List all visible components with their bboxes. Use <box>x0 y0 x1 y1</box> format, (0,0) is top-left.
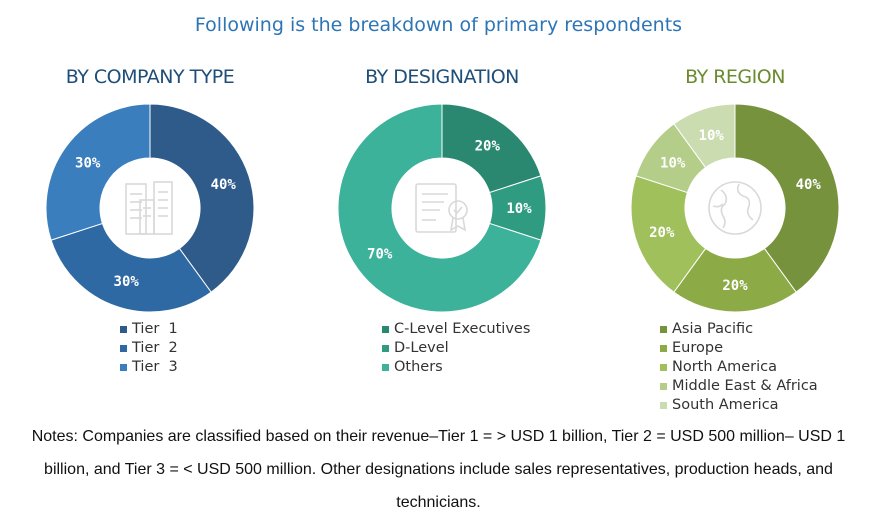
legend-label: Asia Pacific <box>672 321 754 337</box>
chart-title: BY COMPANY TYPE <box>65 66 235 88</box>
legend-item: C-Level Executives <box>382 320 530 339</box>
legend-label: Tier 1 <box>132 321 178 337</box>
legend-swatch <box>660 383 667 390</box>
legend-label: South America <box>672 397 779 413</box>
page-title: Following is the breakdown of primary re… <box>194 14 683 36</box>
legend-label: North America <box>672 359 777 375</box>
legend-item: Europe <box>660 339 818 358</box>
slice-1 <box>734 103 840 293</box>
slice-3 <box>337 103 542 313</box>
certificate-icon <box>415 183 468 233</box>
donut-chart: 40% 20% 20% 10% 10% <box>630 103 840 313</box>
legend-label: Tier 3 <box>132 359 178 375</box>
legend-label: Others <box>394 359 443 375</box>
legend-swatch <box>120 364 127 371</box>
chart-title: BY DESIGNATION <box>365 66 519 88</box>
legend-swatch <box>382 364 389 371</box>
legend-label: Middle East & Africa <box>672 378 818 394</box>
legend-label: Europe <box>672 340 723 356</box>
legend: Tier 1 Tier 2 Tier 3 <box>120 320 178 377</box>
data-label: 20% <box>475 139 501 155</box>
slice-1 <box>441 103 542 194</box>
legend-item: Asia Pacific <box>660 320 818 339</box>
legend-swatch <box>382 326 389 333</box>
donut-chart: 40% 30% 30% <box>45 103 255 313</box>
legend-swatch <box>120 326 127 333</box>
data-label: 30% <box>75 156 101 172</box>
legend-swatch <box>120 345 127 352</box>
buildings-icon <box>125 181 173 235</box>
slice-2 <box>673 247 797 313</box>
data-label: 40% <box>211 177 237 193</box>
legend-item: Tier 3 <box>120 358 178 377</box>
slice-5 <box>673 103 736 169</box>
donut-chart: 20% 10% 70% <box>337 103 547 313</box>
legend-item: North America <box>660 358 818 377</box>
chart-title: BY REGION <box>685 66 785 88</box>
legend-label: C-Level Executives <box>394 321 531 337</box>
data-label: 20% <box>722 278 748 294</box>
slice-1 <box>149 103 255 293</box>
slice-3 <box>45 103 151 241</box>
data-label: 70% <box>367 246 393 262</box>
designation-chart: BY DESIGNATION 20% 10% 70% C-Level Executi… <box>312 62 572 412</box>
legend-swatch <box>660 326 667 333</box>
data-label: 40% <box>796 177 822 193</box>
legend-item: D-Level <box>382 339 530 358</box>
slice-3 <box>630 175 707 293</box>
legend-swatch <box>382 345 389 352</box>
legend-swatch <box>660 364 667 371</box>
globe-icon <box>708 181 762 235</box>
legend-item: Tier 2 <box>120 339 178 358</box>
data-label: 20% <box>649 225 675 241</box>
legend-item: Tier 1 <box>120 320 178 339</box>
legend-item: Others <box>382 358 530 377</box>
legend-label: D-Level <box>394 340 449 356</box>
data-label: 30% <box>114 274 140 290</box>
data-label: 10% <box>660 156 686 172</box>
slice-2 <box>50 222 212 313</box>
data-label: 10% <box>506 201 532 217</box>
region-chart: BY REGION 40% 20% 20% 10% 10% Asia Pacific Eu… <box>605 62 865 415</box>
legend: Asia Pacific Europe North America Middle Ea… <box>660 320 818 415</box>
legend-label: Tier 2 <box>132 340 178 356</box>
legend-swatch <box>660 345 667 352</box>
company-type-chart: BY COMPANY TYPE 40% 30% 30% Tier 1 Tier 2 Ti… <box>20 62 280 412</box>
legend-item: South America <box>660 396 818 415</box>
legend: C-Level Executives D-Level Others <box>382 320 530 377</box>
legend-swatch <box>660 402 667 409</box>
data-label: 10% <box>699 128 725 144</box>
legend-item: Middle East & Africa <box>660 377 818 396</box>
notes: Notes: Companies are classified based on… <box>31 428 846 511</box>
